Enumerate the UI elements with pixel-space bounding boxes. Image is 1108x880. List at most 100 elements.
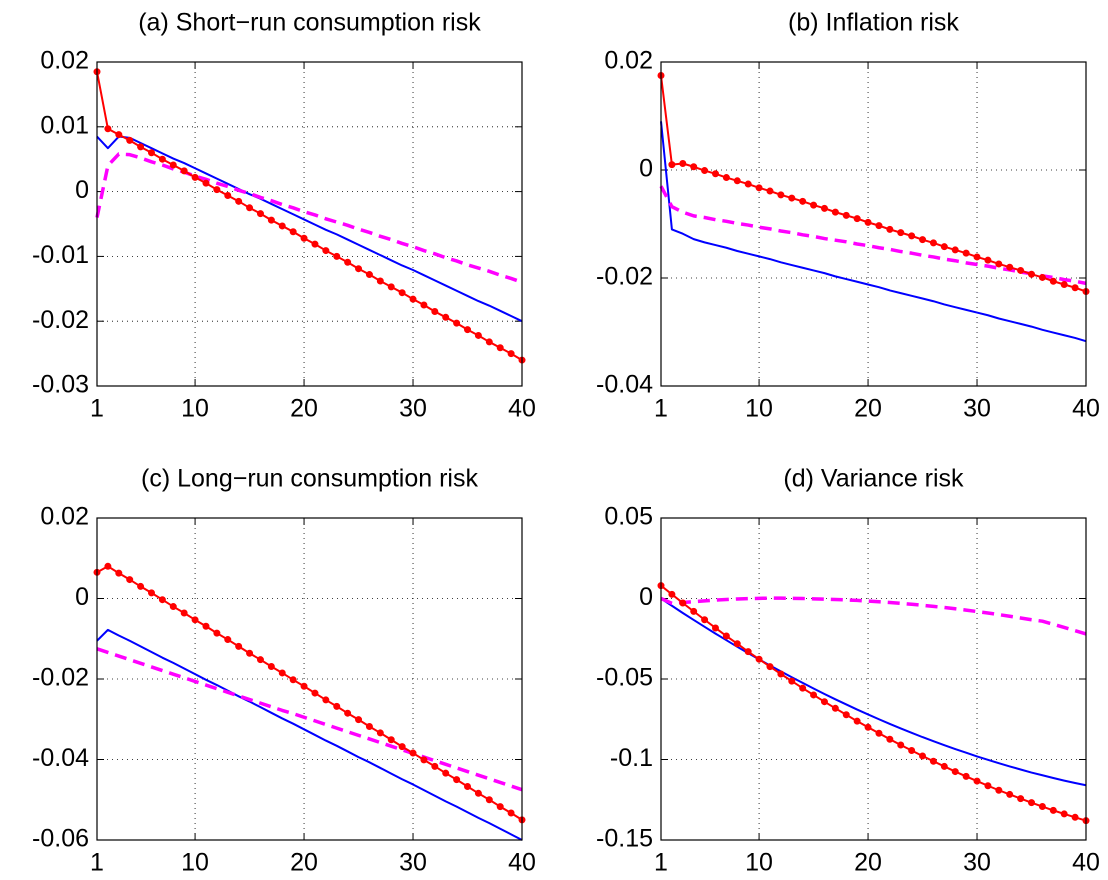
x-tick-label: 30 [399,849,427,877]
data-point [464,326,472,334]
plot-area [97,518,522,840]
series-line [96,628,523,841]
data-point [722,174,730,182]
data-point [387,736,395,744]
data-point [300,234,308,242]
data-point [158,596,166,604]
data-point [820,204,828,212]
data-point [701,616,709,624]
data-point [1028,270,1036,278]
data-point [398,289,406,297]
series-line [659,185,1087,286]
data-point [311,689,319,697]
data-point [420,301,428,309]
data-point [1038,803,1046,811]
data-point [169,161,177,169]
data-point [191,616,199,624]
y-tick-label: -0.15 [596,825,653,853]
data-point [300,682,308,690]
data-point [115,569,123,577]
data-point [755,184,763,192]
x-tick-label: 40 [508,849,536,877]
data-point [1028,799,1036,807]
subplot-title: (a) Short−run consumption risk [138,9,481,37]
subplot-title: (b) Inflation risk [788,9,959,37]
data-point [180,609,188,617]
data-point [213,629,221,637]
data-point [810,691,818,699]
data-point [995,260,1003,268]
data-point [104,125,112,133]
axes-box [660,517,1087,841]
data-point [799,197,807,205]
y-tick-label: -0.03 [32,371,89,399]
y-tick-label: -0.04 [32,744,89,772]
data-point [278,222,286,230]
data-point [344,258,352,266]
data-point [1071,813,1079,821]
data-point [820,698,828,706]
series-line [660,596,1087,636]
x-tick-label: 20 [290,849,318,877]
y-tick-label: -0.02 [32,664,89,692]
data-point [431,307,439,315]
subplot: (c) Long−run consumption risk -0.06 -0.04 -… [32,465,536,877]
series-line [95,152,523,284]
data-point [409,295,417,303]
x-tick-label: 20 [854,849,882,877]
x-tick-label: 30 [963,849,991,877]
y-tick-label: -0.05 [596,664,653,692]
y-tick-label: 0.05 [604,503,653,531]
data-point [1017,266,1025,274]
data-point [766,663,774,671]
x-tick-label: 1 [90,849,104,877]
data-point [875,222,883,230]
data-point [126,136,134,144]
data-point [842,711,850,719]
data-point [409,749,417,757]
data-point [929,239,937,247]
data-point [485,796,493,804]
data-point [213,186,221,194]
data-point [995,786,1003,794]
data-point [507,350,515,358]
y-tick-label: 0.02 [40,47,89,75]
data-point [853,717,861,725]
axes-box [660,61,1087,387]
series-line [660,75,1087,293]
data-point [1006,263,1014,271]
data-point [180,167,188,175]
data-point [1049,806,1057,814]
data-point [940,243,948,251]
x-tick-label: 10 [181,395,209,423]
data-point [897,741,905,749]
data-point [788,677,796,685]
data-point [744,180,752,188]
data-point [711,624,719,632]
subplot: (a) Short−run consumption risk -0.03 -0.02… [32,9,536,423]
data-point [496,344,504,352]
y-tick-label: -0.01 [32,241,89,269]
data-point [431,762,439,770]
data-point [810,201,818,209]
subplot-title: (d) Variance risk [783,465,964,493]
data-point [1060,810,1068,818]
x-tick-label: 30 [399,395,427,423]
data-point [777,191,785,199]
data-point [289,228,297,236]
data-point [398,743,406,751]
data-point [984,782,992,790]
data-point [886,735,894,743]
data-point [420,756,428,764]
x-tick-label: 20 [290,395,318,423]
series-line [660,597,1087,787]
data-point [355,716,363,724]
x-tick-label: 20 [854,395,882,423]
data-point [679,160,687,168]
x-tick-label: 10 [745,395,773,423]
x-tick-label: 10 [181,849,209,877]
y-tick-label: 0.02 [604,47,653,75]
data-point [962,249,970,257]
subplot-title: (c) Long−run consumption risk [141,465,478,493]
